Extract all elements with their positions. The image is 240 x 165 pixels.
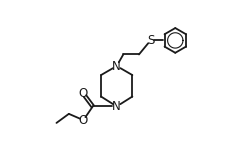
Text: S: S [147,34,154,47]
Text: O: O [79,114,88,127]
Text: N: N [112,100,121,113]
Text: O: O [78,87,88,100]
Text: N: N [112,60,121,72]
